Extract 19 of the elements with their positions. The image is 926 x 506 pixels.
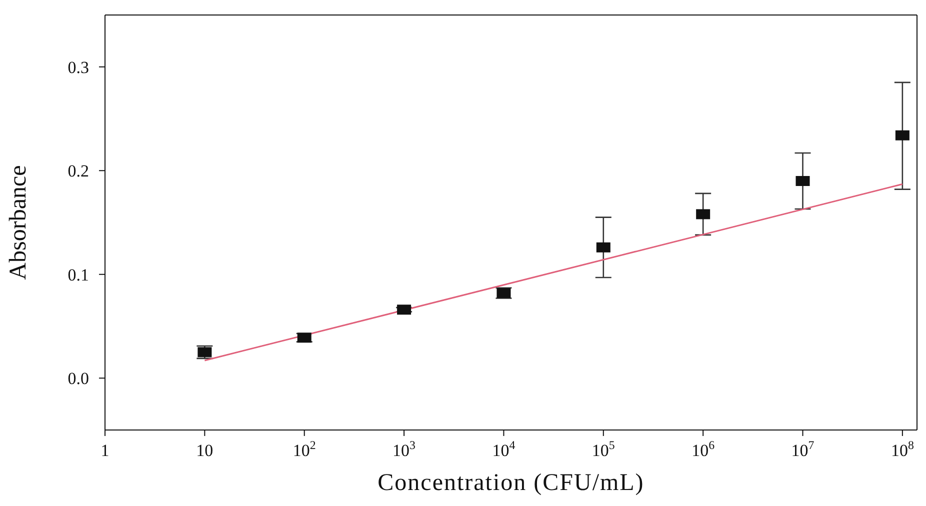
x-tick-label: 1 bbox=[100, 441, 110, 460]
y-tick-label: 0.0 bbox=[68, 369, 89, 388]
x-tick-label: 10$^{4}$ bbox=[492, 438, 516, 460]
point bbox=[696, 209, 710, 220]
x-tick-label: 10$^{7}$ bbox=[791, 438, 814, 460]
x-tick-label: 10$^{8}$ bbox=[890, 438, 914, 460]
y-tick-label: 0.1 bbox=[68, 265, 89, 284]
x-tick-label: 10 bbox=[196, 441, 214, 460]
point bbox=[895, 130, 910, 140]
x-tick-label: 10$^{2}$ bbox=[292, 438, 316, 460]
x-axis-title: Concentration (CFU/mL) bbox=[378, 470, 644, 496]
y-tick-label: 0.2 bbox=[68, 162, 89, 181]
point bbox=[596, 242, 610, 252]
y-axis-title: Absorbance bbox=[6, 165, 32, 280]
x-tick-label: 10$^{6}$ bbox=[692, 438, 715, 460]
y-tick-label: 0.3 bbox=[68, 58, 89, 77]
x-tick-label: 10$^{5}$ bbox=[592, 438, 615, 460]
point bbox=[397, 304, 412, 315]
x-tick-label: 10$^{3}$ bbox=[392, 438, 416, 460]
